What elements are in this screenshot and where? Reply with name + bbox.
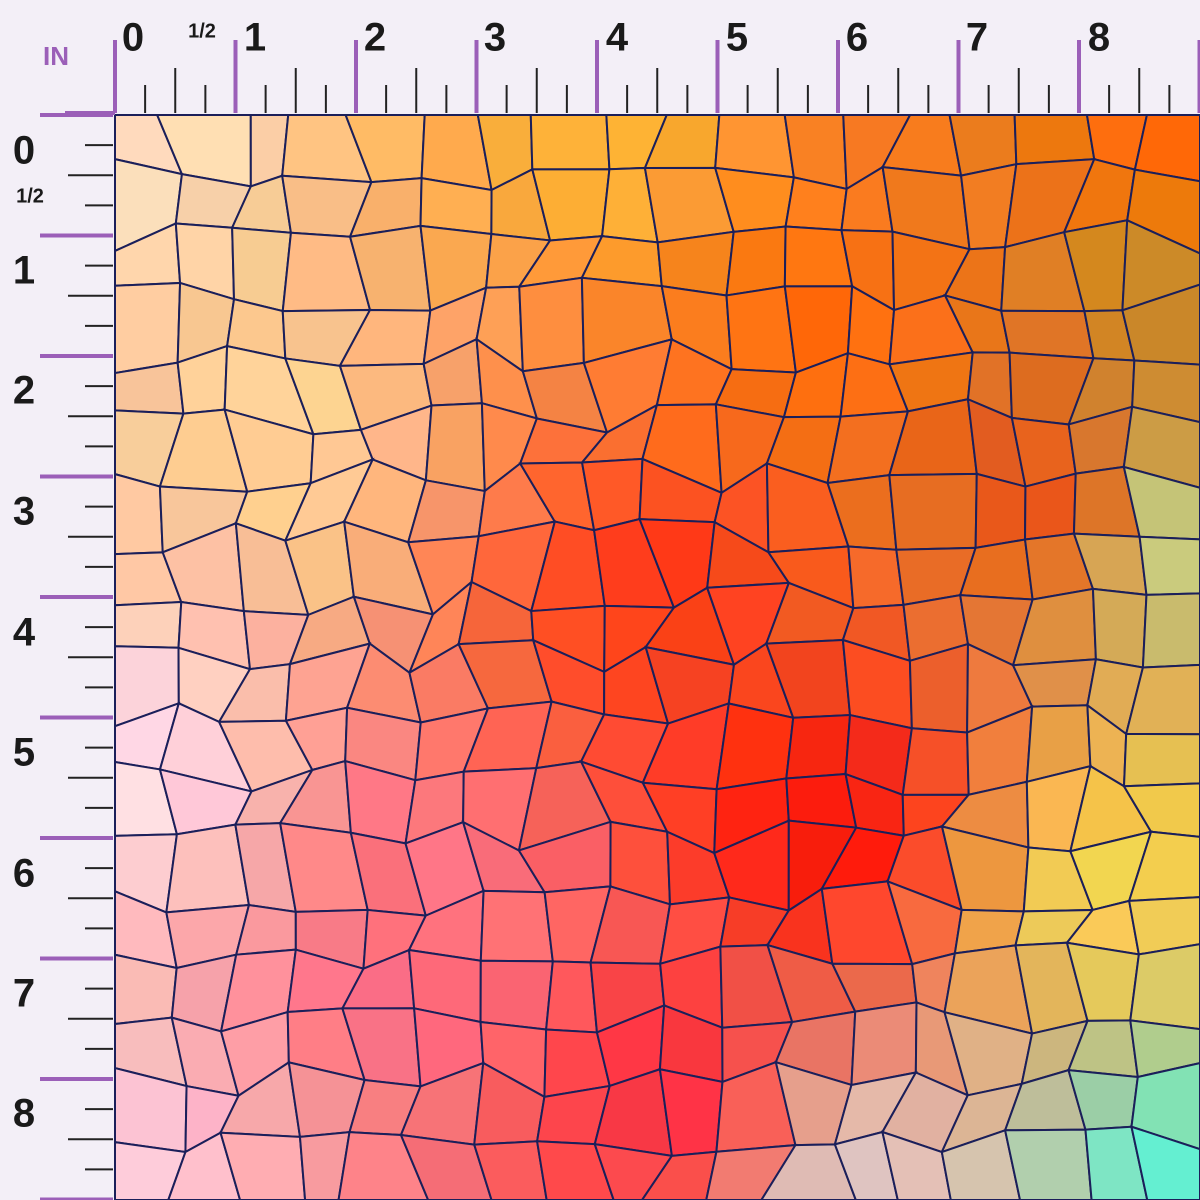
mosaic-cell (114, 600, 183, 649)
left-ruler-label: 0 (13, 129, 35, 173)
mosaic-cell (1129, 943, 1200, 1031)
mosaic-cell (479, 889, 554, 963)
mosaic-cell (114, 1141, 187, 1200)
left-ruler-label: 1 (13, 249, 35, 293)
top-ruler-label: 4 (606, 16, 629, 60)
left-ruler-label: 1/2 (16, 185, 44, 207)
mosaic-cell (337, 1131, 430, 1200)
mosaic-pattern (114, 114, 1200, 1200)
top-ruler-label: 5 (726, 16, 748, 60)
mosaic-cell (231, 226, 293, 313)
mosaic-cell (850, 1001, 918, 1087)
left-ruler-label: 8 (13, 1092, 35, 1136)
mosaic-cell (901, 727, 970, 796)
mosaic-cell (114, 953, 178, 1026)
mosaic-cell (1091, 587, 1148, 669)
mosaic-cell (714, 114, 796, 179)
mosaic-cell (881, 1130, 952, 1200)
mosaic-cell (518, 276, 585, 373)
mosaic-cell (974, 472, 1027, 550)
mosaic-cell (1122, 733, 1200, 788)
mosaic-cell (1122, 782, 1200, 838)
mosaic-cell (833, 1130, 899, 1200)
mosaic-cell (888, 472, 978, 551)
mosaic-cell (535, 1140, 615, 1200)
mosaic-cell (479, 959, 554, 1031)
mosaic-cell (725, 225, 787, 297)
left-ruler-label: 7 (13, 972, 35, 1016)
mosaic-cell (1130, 1062, 1200, 1151)
left-ruler-label: 5 (13, 731, 35, 775)
mosaic-cell (1003, 1128, 1093, 1200)
top-ruler-label: 8 (1088, 16, 1110, 60)
mosaic-cell (1141, 592, 1200, 669)
mosaic-cell (472, 1140, 548, 1200)
mosaic-cell (1121, 218, 1200, 312)
top-ruler-label: 1 (244, 16, 266, 60)
top-ruler-label: 1/2 (188, 20, 216, 42)
mosaic-cell (1127, 896, 1200, 956)
mosaic-cell (1122, 405, 1200, 489)
mosaic-cell (1122, 465, 1200, 541)
mosaic-cell (114, 281, 182, 375)
mosaic-cell (114, 472, 164, 556)
mosaic-cell (1127, 830, 1200, 902)
mosaic-cell (1121, 283, 1200, 366)
left-ruler-label: 2 (13, 369, 35, 413)
mosaic-cell (908, 642, 969, 734)
mosaic-cell (785, 772, 858, 829)
top-ruler-label: 2 (364, 16, 386, 60)
mosaic-cell (705, 1143, 798, 1200)
mosaic-cell (999, 309, 1095, 360)
mosaic-cell (658, 1067, 724, 1157)
mosaic-cell (529, 114, 611, 171)
mosaic-cell (640, 1150, 718, 1200)
left-ruler-label: 3 (13, 490, 35, 534)
top-ruler-label: 7 (966, 16, 988, 60)
mosaic-cell (1126, 168, 1200, 255)
mosaic-cell (785, 714, 852, 780)
mosaic-cell (545, 960, 599, 1034)
mosaic-cell (593, 1142, 674, 1200)
top-ruler-label: 0 (122, 16, 144, 60)
mosaic-cell (165, 823, 251, 914)
mosaic-cell (1129, 1019, 1200, 1079)
mosaic-cell (219, 1131, 307, 1200)
mosaic-cell (1124, 663, 1200, 736)
mosaic-cell (847, 545, 905, 610)
mosaic-cell (1138, 535, 1200, 596)
mosaic-cell (656, 230, 735, 297)
mosaic-cell (725, 285, 798, 374)
mosaic-cell (1133, 114, 1200, 183)
mosaic-cell (167, 1131, 242, 1200)
mosaic-cell (760, 1143, 857, 1200)
mosaic-cell (298, 1131, 351, 1200)
mosaic-cell (940, 1128, 1022, 1200)
top-ruler-label: 3 (484, 16, 506, 60)
mosaic-cell (1013, 114, 1096, 166)
left-ruler-label: 4 (13, 611, 36, 655)
mosaic-cell (399, 1133, 493, 1200)
top-ruler-label: 6 (846, 16, 868, 60)
ruler-unit: IN (43, 41, 69, 71)
mosaic-cell (715, 702, 795, 791)
mosaic-cell (1131, 359, 1200, 424)
mosaic-cell (1084, 1125, 1149, 1200)
mosaic-cell (1130, 1125, 1200, 1200)
left-ruler-label: 6 (13, 852, 35, 896)
mosaic-cell (424, 402, 486, 493)
